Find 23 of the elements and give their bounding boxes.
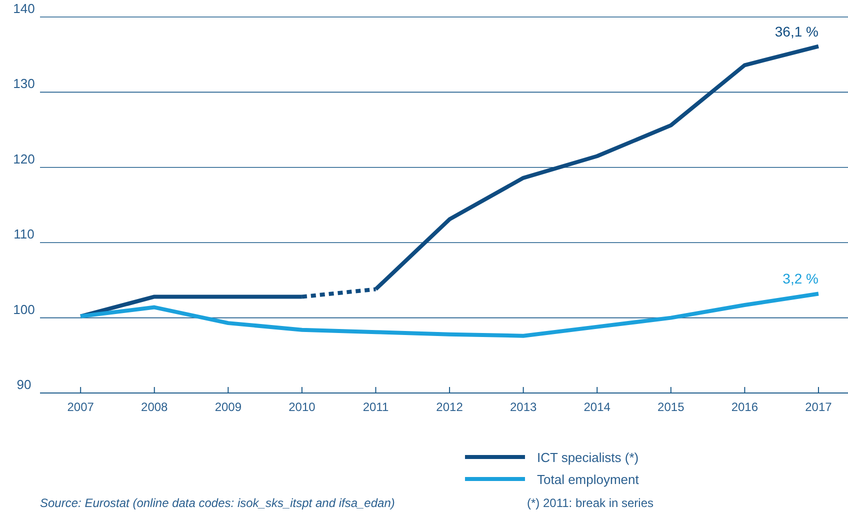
x-tick-label: 2010: [288, 400, 316, 414]
x-tick-label: 2007: [67, 400, 94, 414]
x-tick-label: 2009: [214, 400, 242, 414]
annotation: 3,2 %: [782, 270, 818, 287]
x-tick-label: 2017: [805, 400, 832, 414]
x-tick-label: 2008: [141, 400, 168, 414]
y-tick-label: 130: [13, 76, 35, 92]
y-tick-label: 90: [16, 377, 32, 392]
y-tick-label: 140: [13, 1, 35, 16]
y-tick-label: 100: [13, 302, 35, 317]
x-tick-label: 2013: [510, 400, 537, 414]
x-tick-label: 2014: [584, 400, 611, 414]
y-tick-label: 120: [13, 151, 35, 166]
x-tick-label: 2015: [658, 400, 685, 414]
annotation: 36,1 %: [774, 23, 818, 40]
legend-label: Total employment: [537, 472, 640, 487]
source-note: Source: Eurostat (online data codes: isok_sks_itspt and ifsa_edan): [40, 496, 395, 510]
x-tick-label: 2012: [436, 400, 464, 414]
x-tick-label: 2016: [731, 400, 758, 414]
legend-label: ICT specialists (*): [537, 450, 639, 465]
x-tick-label: 2011: [362, 400, 389, 414]
y-tick-label: 110: [14, 226, 34, 242]
text: (*) 2011: break in series: [527, 496, 654, 510]
